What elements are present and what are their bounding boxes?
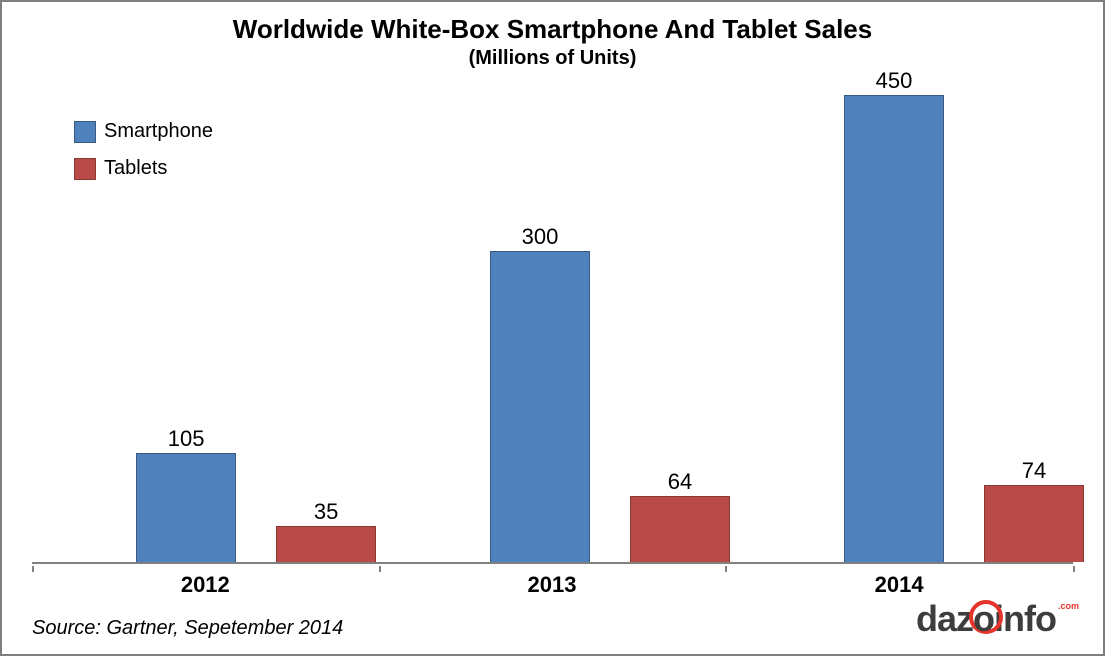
bar-group: 450 74: [844, 95, 1084, 562]
bar-group: 300 64: [490, 251, 730, 562]
bar: 450: [844, 95, 944, 562]
x-axis-label: 2012: [181, 572, 230, 598]
bar-value-label: 35: [277, 499, 375, 525]
plot-area: 105353006445074: [32, 80, 1073, 564]
x-axis: 2012 2013 2014: [32, 566, 1073, 596]
x-tick: [379, 566, 381, 572]
bar: 74: [984, 485, 1084, 562]
chart-subtitle: (Millions of Units): [32, 47, 1073, 70]
bar: 64: [630, 496, 730, 562]
bar-value-label: 300: [491, 224, 589, 250]
bar: 35: [276, 526, 376, 562]
source-text: Source: Gartner, Sepetember 2014: [32, 617, 343, 640]
x-tick: [1073, 566, 1075, 572]
x-tick: [32, 566, 34, 572]
chart-container: Worldwide White-Box Smartphone And Table…: [0, 0, 1105, 656]
watermark-o-wrap: o: [973, 598, 994, 640]
bar-value-label: 74: [985, 458, 1083, 484]
watermark-logo: dazoinfo.com: [916, 598, 1079, 640]
watermark-rest: info: [994, 598, 1056, 639]
watermark-main: daz: [916, 598, 973, 639]
x-tick: [725, 566, 727, 572]
bar-group: 105 35: [136, 453, 376, 562]
chart-title: Worldwide White-Box Smartphone And Table…: [32, 14, 1073, 45]
bar-value-label: 105: [137, 426, 235, 452]
bar: 105: [136, 453, 236, 562]
bar-value-label: 64: [631, 469, 729, 495]
x-axis-label: 2013: [527, 572, 576, 598]
bar: 300: [490, 251, 590, 562]
watermark-o: o: [973, 598, 994, 639]
watermark-com: .com: [1058, 602, 1079, 610]
bar-value-label: 450: [845, 68, 943, 94]
x-axis-label: 2014: [875, 572, 924, 598]
